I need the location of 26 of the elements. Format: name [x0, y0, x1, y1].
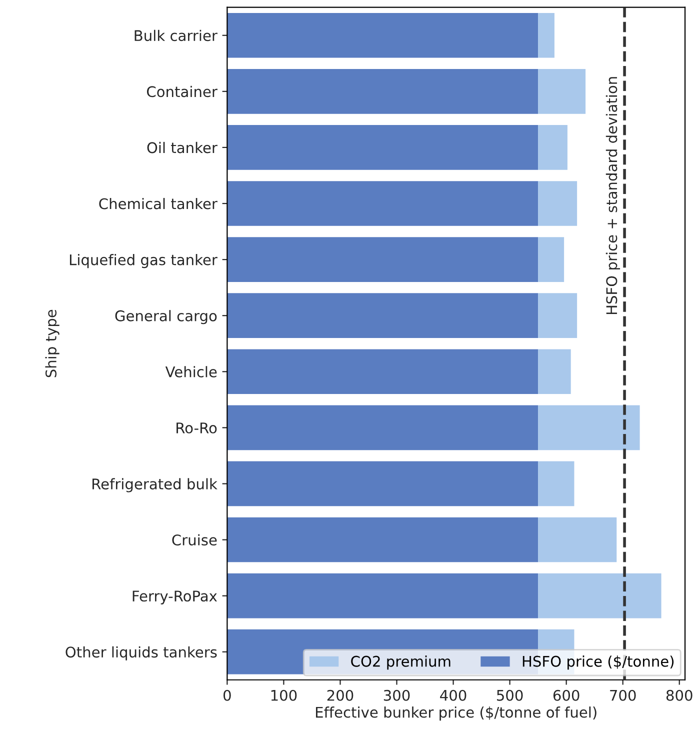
y-tick-label: General cargo [115, 310, 217, 324]
y-tick-label: Vehicle [165, 366, 217, 378]
x-tick-label: 400 [440, 690, 466, 701]
y-tick-label: Oil tanker [147, 142, 218, 154]
x-tick-label: 100 [271, 690, 297, 701]
x-tick-label: 300 [384, 690, 410, 701]
y-tick-label: Ferry-RoPax [132, 590, 217, 604]
y-tick-label: Cruise [172, 534, 217, 546]
y-tick-label: Ro-Ro [176, 422, 217, 434]
y-tick-label: Other liquids tankers [66, 646, 217, 660]
y-tick-label: Liquefied gas tanker [70, 254, 218, 268]
y-tick-label: Container [147, 86, 218, 98]
y-tick-label: Bulk carrier [134, 30, 218, 42]
y-axis-title: Ship type [45, 310, 60, 378]
y-tick-label: Chemical tanker [99, 198, 218, 210]
x-tick-label: 800 [666, 690, 692, 701]
x-tick-label: 600 [553, 690, 580, 701]
x-tick-label: 700 [610, 690, 636, 701]
x-tick-label: 0 [223, 690, 231, 701]
y-tick-label: Refrigerated bulk [92, 478, 218, 492]
x-tick-label: 500 [497, 690, 523, 701]
legend-label: HSFO price ($/tonne) [522, 656, 674, 670]
ref-line-label: HSFO price + standard deviation [606, 77, 620, 314]
legend-label: CO2 premium [351, 656, 450, 670]
x-tick-label: 200 [327, 690, 354, 701]
x-axis-title: Effective bunker price ($/tonne of fuel) [316, 706, 596, 721]
